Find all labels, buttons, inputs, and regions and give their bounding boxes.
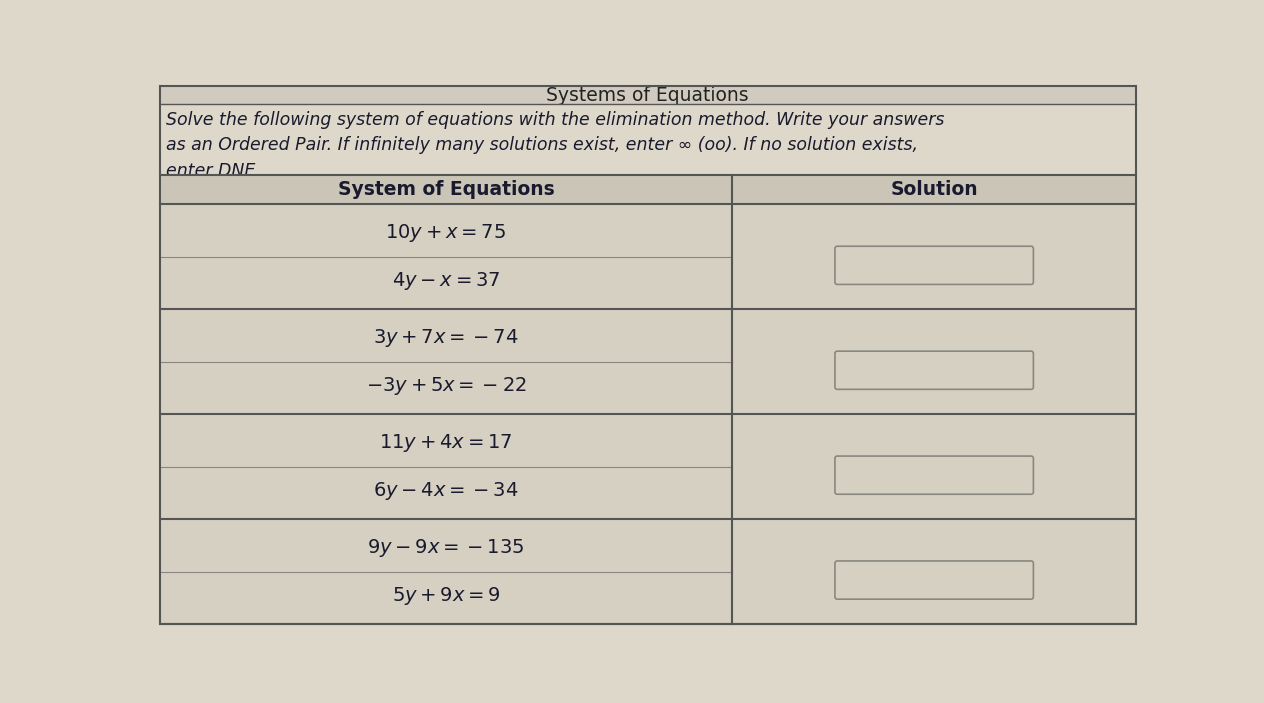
FancyBboxPatch shape [836, 351, 1034, 389]
Bar [159, 175, 732, 205]
Bar [159, 414, 732, 520]
Text: Solution: Solution [890, 181, 978, 200]
FancyBboxPatch shape [836, 456, 1034, 494]
Bar [732, 414, 1136, 520]
Bar [159, 309, 732, 414]
Text: $9y - 9x = -135$: $9y - 9x = -135$ [368, 536, 525, 559]
Text: System of Equations: System of Equations [337, 181, 555, 200]
FancyBboxPatch shape [836, 561, 1034, 599]
Bar [159, 86, 1136, 104]
Text: $10y + x = 75$: $10y + x = 75$ [386, 222, 507, 244]
Text: Solve the following system of equations with the elimination method. Write your : Solve the following system of equations … [166, 110, 944, 180]
Text: $-3y + 5x = -22$: $-3y + 5x = -22$ [365, 375, 526, 397]
Text: $11y + 4x = 17$: $11y + 4x = 17$ [379, 432, 513, 453]
Bar [732, 175, 1136, 205]
Bar [159, 104, 1136, 175]
Text: $4y - x = 37$: $4y - x = 37$ [392, 270, 501, 292]
Text: Systems of Equations: Systems of Equations [546, 86, 750, 105]
Bar [159, 205, 732, 309]
Bar [732, 309, 1136, 414]
Bar [732, 520, 1136, 624]
Bar [732, 205, 1136, 309]
Text: $5y + 9x = 9$: $5y + 9x = 9$ [392, 585, 501, 607]
FancyBboxPatch shape [836, 246, 1034, 285]
Bar [159, 520, 732, 624]
Text: $6y - 4x = -34$: $6y - 4x = -34$ [373, 480, 518, 502]
Text: $3y + 7x = -74$: $3y + 7x = -74$ [373, 327, 518, 349]
